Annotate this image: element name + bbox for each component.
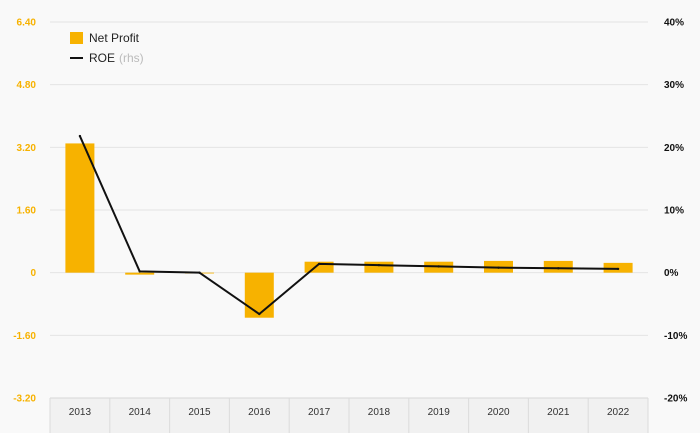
x-axis-tick-label: 2017 [308, 407, 331, 418]
legend-swatch-bar [70, 32, 83, 44]
left-axis-tick-label: -3.20 [13, 394, 36, 405]
right-axis-tick-label: 20% [664, 143, 684, 154]
point-roe [78, 134, 82, 138]
bar-net-profit [304, 261, 334, 273]
point-roe [258, 312, 261, 316]
left-axis-tick-label: 3.20 [17, 143, 37, 154]
x-axis-tick-label: 2014 [129, 407, 152, 418]
bar-net-profit [65, 143, 95, 273]
point-roe [616, 267, 620, 271]
bar-net-profit [125, 272, 155, 275]
left-axis-tick-label: 4.80 [17, 80, 37, 91]
legend: Net Profit ROE (rhs) [70, 28, 144, 68]
right-axis-tick-label: 40% [664, 18, 684, 29]
right-axis-tick-label: 30% [664, 80, 684, 91]
point-roe [557, 267, 560, 270]
left-axis-tick-label: 1.60 [17, 206, 37, 217]
point-roe [198, 271, 201, 274]
x-axis-tick-label: 2016 [248, 407, 271, 418]
x-axis-tick-label: 2020 [487, 407, 510, 418]
legend-item-net-profit: Net Profit [70, 28, 144, 48]
bar-net-profit [364, 261, 394, 273]
legend-item-roe: ROE (rhs) [70, 48, 144, 68]
x-axis-tick-label: 2013 [69, 407, 92, 418]
bar-net-profit [244, 272, 274, 318]
legend-label-net-profit: Net Profit [89, 31, 140, 45]
x-axis-tick-label: 2015 [188, 407, 211, 418]
point-roe [317, 262, 321, 266]
line-roe [78, 135, 619, 316]
x-axis-tick-label: 2019 [428, 407, 451, 418]
bar-net-profit [543, 260, 573, 273]
legend-swatch-line [70, 57, 83, 59]
right-axis-tick-label: -10% [664, 331, 687, 342]
x-axis-tick-label: 2022 [607, 407, 630, 418]
right-axis-tick-label: -20% [664, 394, 687, 405]
legend-label-rhs: (rhs) [119, 51, 144, 65]
x-axis-tick-label: 2018 [368, 407, 391, 418]
left-axis-tick-label: -1.60 [13, 331, 36, 342]
point-roe [437, 265, 440, 268]
legend-label-roe: ROE [89, 51, 116, 65]
point-roe [377, 263, 381, 267]
left-axis-tick-label: 6.40 [17, 18, 37, 29]
right-axis-tick-label: 10% [664, 206, 684, 217]
left-axis-tick-label: 0 [30, 268, 36, 279]
point-roe [497, 266, 500, 269]
right-axis-tick-label: 0% [664, 268, 679, 279]
x-axis-tick-label: 2021 [547, 407, 570, 418]
point-roe [138, 270, 141, 273]
